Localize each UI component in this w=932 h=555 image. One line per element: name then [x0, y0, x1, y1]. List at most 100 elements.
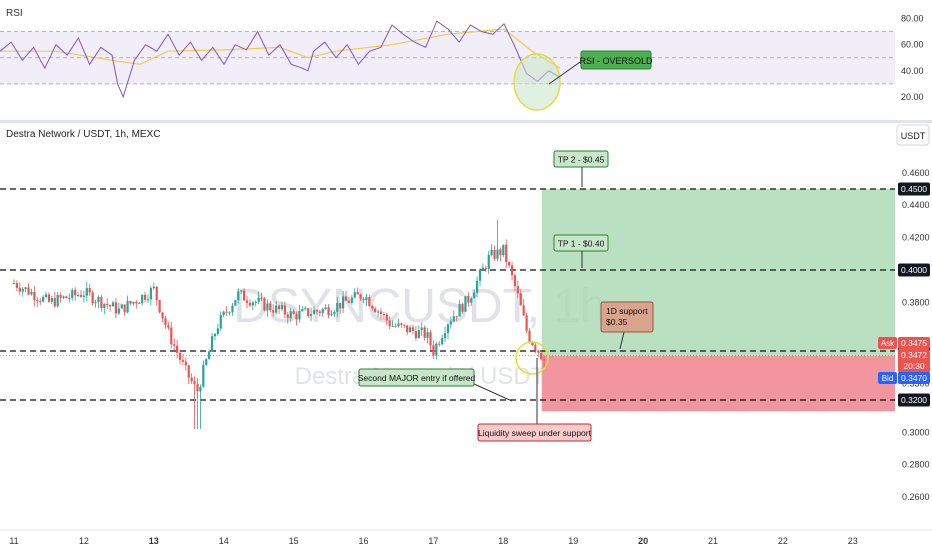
second-entry-box	[358, 368, 475, 387]
price-level-tag	[898, 393, 930, 407]
candle-body	[167, 325, 170, 328]
candle-body	[429, 332, 432, 346]
candle-body	[400, 323, 403, 325]
time-axis[interactable]: 11 12 13 14 15 16 17 18 19 20 21 22 23	[9, 536, 857, 546]
candle-body	[216, 328, 219, 334]
candle-body	[234, 300, 237, 306]
candle-body	[510, 265, 514, 276]
candle-body	[208, 351, 211, 360]
candle-body	[382, 314, 385, 316]
candle-body	[272, 310, 275, 313]
time-tick: 17	[428, 536, 438, 546]
candle-body	[219, 315, 222, 329]
candle-body	[146, 299, 150, 301]
candle-body	[141, 294, 144, 303]
candle-body	[231, 305, 234, 313]
ask-value-tag	[898, 337, 930, 349]
candle-body	[394, 325, 397, 327]
candle-body	[411, 327, 415, 332]
time-tick: 11	[9, 536, 18, 546]
rsi-y-tick: 20.00	[901, 92, 924, 102]
rsi-y-tick: 80.00	[901, 14, 924, 24]
candle-body	[423, 327, 426, 338]
rsi-y-axis: 80.00 60.00 40.00 20.00	[901, 14, 924, 102]
candle-body	[307, 308, 310, 316]
price-level-text: 0.4500	[901, 184, 927, 194]
candle-body	[263, 298, 266, 311]
candle-body	[455, 316, 458, 318]
candle-body	[493, 249, 496, 259]
candle-body	[365, 297, 368, 301]
candle-body	[143, 294, 147, 300]
ask-value: 0.3475	[901, 338, 927, 348]
candle-body	[475, 280, 479, 293]
candle-body	[356, 292, 359, 295]
candle-body	[184, 361, 187, 366]
candle-body	[403, 324, 406, 326]
support-box	[600, 301, 654, 333]
rsi-y-tick: 60.00	[901, 40, 924, 50]
candle-body	[68, 297, 71, 299]
candle-body	[292, 311, 295, 314]
candle-body	[117, 308, 120, 314]
candle-body	[240, 290, 243, 292]
price-y-tick: 0.3800	[902, 297, 930, 307]
candle-body	[309, 314, 313, 316]
pane-separator[interactable]	[0, 120, 932, 123]
candle-body	[359, 294, 362, 299]
target-zone	[541, 189, 895, 356]
candle-body	[385, 314, 388, 321]
candle-body	[97, 297, 100, 303]
candle-body	[362, 298, 365, 301]
rsi-annotation-pointer	[548, 59, 584, 85]
candle-body	[202, 364, 205, 387]
candle-body	[435, 343, 438, 356]
candle-body	[397, 323, 400, 327]
price-y-tick: 0.3000	[902, 427, 930, 437]
candle-body	[388, 320, 391, 327]
candle-body	[324, 307, 327, 310]
candle-body	[452, 316, 455, 322]
candle-body	[24, 287, 27, 289]
candle-body	[333, 311, 336, 315]
candle-body	[519, 293, 522, 306]
price-y-tick: 0.4600	[902, 168, 930, 178]
price-level-tag	[898, 263, 930, 277]
candle-body	[120, 304, 123, 309]
candle-body	[193, 381, 196, 384]
candle-body	[312, 310, 316, 315]
candle-body	[342, 296, 345, 309]
candle-body	[109, 305, 112, 307]
candle-body	[213, 333, 217, 337]
candle-body	[275, 305, 278, 313]
candle-body	[432, 345, 435, 356]
time-tick: 12	[79, 536, 89, 546]
symbol-title: Destra Network / USDT, 1h, MEXC	[6, 129, 160, 140]
candle-body	[522, 305, 525, 316]
candle-body	[496, 249, 499, 259]
candle-body	[289, 311, 292, 319]
candle-body	[248, 302, 252, 306]
candle-body	[210, 336, 214, 352]
candle-body	[374, 308, 377, 313]
candle-body	[138, 302, 141, 304]
rsi-panel[interactable]: RSI 80.00 60.00 40.00 20.00 RSI - OVERSOLD	[0, 8, 924, 111]
candle-body	[50, 298, 53, 302]
price-panel[interactable]: Destra Network / USDT, 1h, MEXC USDT DSY…	[0, 124, 932, 546]
currency-button[interactable]: USDT	[896, 124, 930, 146]
candle-body	[260, 297, 263, 299]
candle-body	[199, 386, 202, 392]
candle-body	[39, 300, 42, 302]
candle-body	[347, 300, 351, 303]
candle-body	[438, 343, 441, 345]
candle-body	[187, 365, 190, 378]
ask-tag	[878, 337, 897, 349]
support-pointer	[619, 331, 625, 350]
candle-body	[266, 303, 269, 311]
currency-button-label: USDT	[901, 131, 926, 141]
price-y-tick: 0.4200	[902, 233, 930, 243]
candle-body	[245, 300, 249, 303]
